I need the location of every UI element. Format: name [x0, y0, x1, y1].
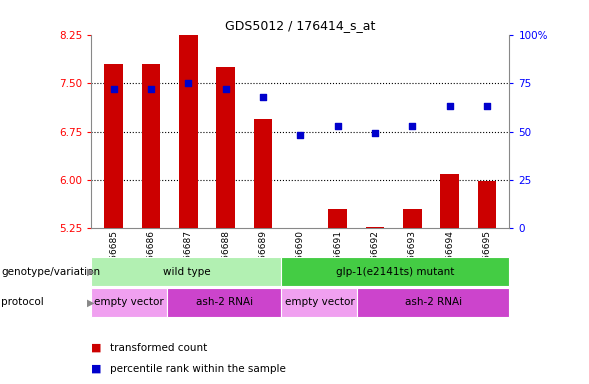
- Bar: [441, 174, 459, 228]
- Text: ▶: ▶: [87, 266, 95, 277]
- Point: [333, 122, 342, 129]
- Bar: [216, 67, 235, 228]
- Text: genotype/variation: genotype/variation: [1, 266, 100, 277]
- Text: ■: ■: [91, 364, 102, 374]
- Bar: [167, 288, 282, 317]
- Point: [296, 132, 305, 139]
- Text: transformed count: transformed count: [110, 343, 207, 353]
- Bar: [254, 119, 272, 228]
- Title: GDS5012 / 176414_s_at: GDS5012 / 176414_s_at: [225, 19, 376, 32]
- Bar: [179, 25, 198, 228]
- Bar: [478, 181, 497, 228]
- Bar: [91, 257, 282, 286]
- Text: ■: ■: [91, 343, 102, 353]
- Bar: [403, 209, 422, 228]
- Point: [221, 86, 230, 92]
- Text: ash-2 RNAi: ash-2 RNAi: [196, 297, 253, 308]
- Bar: [329, 209, 347, 228]
- Point: [482, 103, 492, 109]
- Bar: [91, 288, 167, 317]
- Point: [259, 94, 268, 100]
- Bar: [358, 288, 509, 317]
- Point: [370, 131, 380, 137]
- Point: [109, 86, 118, 92]
- Point: [184, 80, 193, 86]
- Text: wild type: wild type: [163, 266, 210, 277]
- Text: empty vector: empty vector: [284, 297, 354, 308]
- Point: [408, 122, 417, 129]
- Bar: [142, 64, 160, 228]
- Bar: [366, 227, 385, 228]
- Text: glp-1(e2141ts) mutant: glp-1(e2141ts) mutant: [336, 266, 455, 277]
- Bar: [282, 257, 509, 286]
- Text: empty vector: empty vector: [94, 297, 164, 308]
- Point: [146, 86, 155, 92]
- Point: [445, 103, 455, 109]
- Text: protocol: protocol: [1, 297, 44, 308]
- Text: ash-2 RNAi: ash-2 RNAi: [405, 297, 462, 308]
- Bar: [282, 288, 358, 317]
- Bar: [104, 64, 123, 228]
- Text: percentile rank within the sample: percentile rank within the sample: [110, 364, 286, 374]
- Text: ▶: ▶: [87, 297, 95, 308]
